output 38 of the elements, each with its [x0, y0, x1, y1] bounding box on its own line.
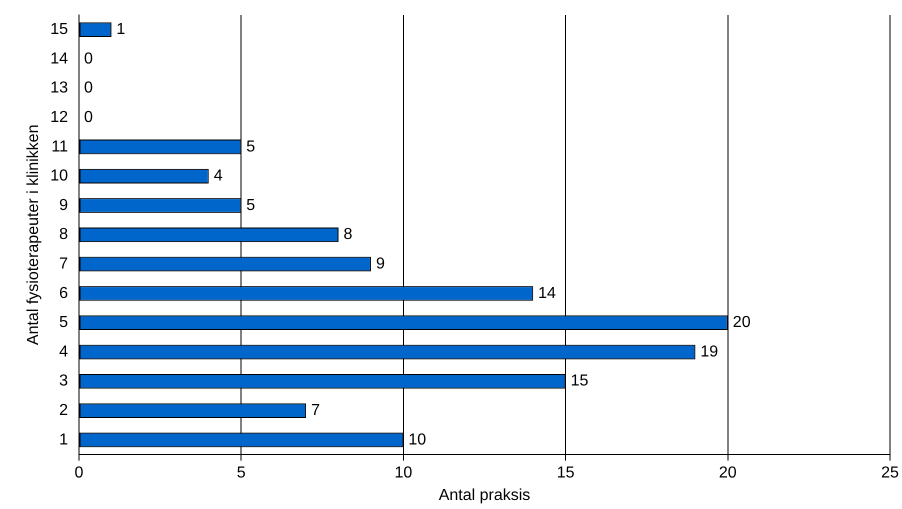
y-tick-label: 1 [59, 431, 68, 448]
data-label: 5 [246, 138, 256, 156]
x-tick-label: 15 [556, 464, 575, 482]
x-axis-title: Antal praksis [438, 486, 530, 504]
data-label: 1 [116, 21, 126, 38]
y-tick-label: 3 [59, 372, 68, 390]
data-label: 8 [344, 226, 353, 244]
y-tick-label: 12 [50, 108, 68, 126]
y-tick-label: 5 [59, 314, 68, 332]
y-tick-label: 15 [50, 21, 68, 38]
data-label: 20 [732, 314, 751, 332]
y-tick-label: 13 [50, 80, 68, 97]
data-label: 0 [84, 80, 93, 97]
y-tick-label: 7 [59, 256, 68, 273]
y-tick-label: 6 [59, 284, 68, 302]
y-tick-label: 14 [50, 50, 68, 68]
data-label: 19 [700, 343, 718, 360]
y-tick-label: 10 [50, 168, 68, 185]
x-tick-label: 20 [718, 464, 737, 482]
data-label: 4 [214, 168, 223, 185]
data-label: 14 [538, 284, 556, 302]
data-label: 9 [376, 256, 385, 273]
x-tick-label: 0 [74, 464, 84, 482]
y-tick-label: 9 [59, 196, 68, 214]
y-tick-label: 4 [59, 343, 68, 360]
y-tick-label: 8 [59, 226, 68, 244]
y-axis-title: Antal fysioterapeuter i klinikken [25, 124, 42, 346]
data-label: 0 [84, 50, 93, 68]
y-tick-label: 11 [51, 138, 68, 156]
x-tick-label: 5 [236, 464, 246, 482]
data-label: 5 [246, 196, 256, 214]
data-label: 10 [408, 431, 426, 448]
data-label: 7 [311, 402, 320, 420]
data-label: 0 [84, 108, 93, 126]
y-tick-label: 2 [59, 402, 68, 420]
x-tick-label: 25 [881, 464, 899, 482]
x-tick-label: 10 [394, 464, 412, 482]
data-label: 15 [570, 372, 588, 390]
